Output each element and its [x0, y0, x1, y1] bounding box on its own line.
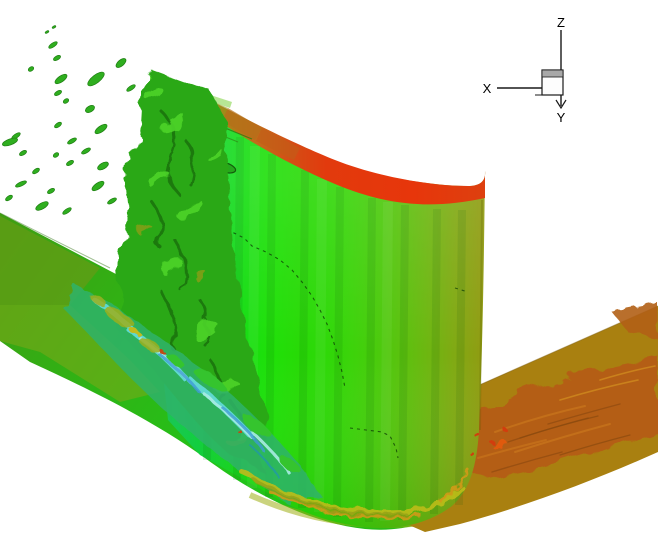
x-axis-label: X — [483, 81, 492, 96]
z-axis-label: Z — [557, 15, 565, 30]
junction-streaks — [237, 428, 508, 519]
hub-olive-patch — [0, 216, 100, 305]
triad-box-cap — [541, 69, 564, 78]
wake-corner-patch — [612, 303, 658, 338]
axis-triad — [497, 30, 567, 110]
y-axis-label: Y — [557, 110, 566, 125]
tip-vortex-debris — [2, 25, 136, 215]
turbulent-band — [65, 285, 320, 505]
hub-olive-band — [0, 305, 160, 402]
y-axis-arrow — [555, 99, 567, 110]
blade-tip-band — [195, 92, 486, 205]
